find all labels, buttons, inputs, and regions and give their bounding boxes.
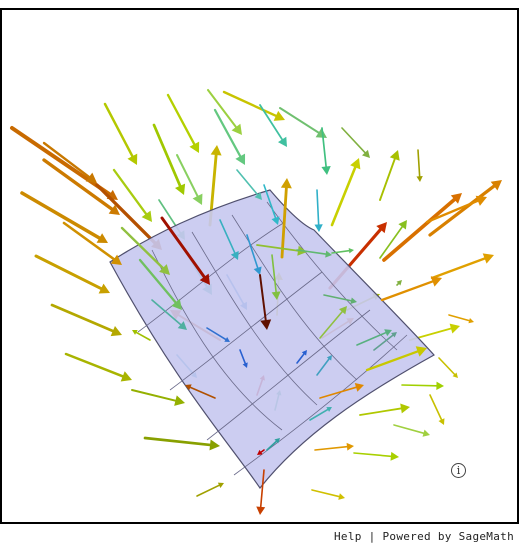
footer: Help | Powered by SageMath bbox=[334, 530, 514, 543]
vector-arrow bbox=[271, 254, 281, 300]
vector-arrow bbox=[213, 108, 246, 165]
vector-field-front-layer bbox=[20, 88, 487, 515]
vector-arrow bbox=[353, 451, 399, 461]
vector-arrow bbox=[438, 357, 458, 378]
vector-arrow bbox=[319, 382, 364, 399]
vector-arrow bbox=[416, 149, 423, 182]
vector-arrow bbox=[151, 299, 187, 330]
vector-arrow bbox=[382, 193, 462, 262]
vector-arrow bbox=[316, 355, 332, 376]
vector-arrow bbox=[219, 219, 239, 260]
vector-arrow bbox=[331, 247, 354, 254]
vector-arrow bbox=[176, 154, 203, 205]
vector-arrow bbox=[393, 424, 430, 437]
vector-arrow bbox=[206, 88, 242, 135]
vector-arrow bbox=[131, 389, 185, 406]
info-button[interactable]: i bbox=[451, 463, 466, 478]
vector-arrow bbox=[309, 407, 332, 421]
vector-arrow bbox=[401, 381, 444, 390]
vector-arrow bbox=[138, 258, 182, 310]
vector-arrow bbox=[64, 352, 132, 382]
vector-arrow bbox=[50, 303, 122, 337]
vector-arrow bbox=[311, 489, 345, 500]
vector-arrow bbox=[430, 253, 494, 280]
vector-arrow bbox=[365, 346, 427, 372]
vector-arrow bbox=[280, 178, 292, 259]
vector-arrow bbox=[112, 168, 152, 222]
vector-arrow bbox=[429, 394, 445, 425]
vector-arrow bbox=[341, 127, 370, 158]
powered-by-link[interactable]: Powered by SageMath bbox=[382, 530, 514, 543]
surface-sheet bbox=[109, 189, 435, 490]
vector-arrow bbox=[196, 482, 224, 497]
vector-arrow bbox=[206, 327, 230, 342]
vector-arrow bbox=[20, 191, 108, 243]
vector-arrow bbox=[132, 330, 151, 341]
vector-arrow bbox=[296, 249, 332, 258]
vector-arrow bbox=[42, 141, 97, 183]
vector-arrow bbox=[103, 102, 138, 165]
vector-arrow bbox=[160, 216, 210, 285]
vector-arrow bbox=[314, 442, 354, 451]
vector-arrow bbox=[279, 107, 327, 138]
vector-arrow bbox=[359, 403, 410, 416]
vector-arrow bbox=[166, 93, 200, 153]
3d-plot-viewer[interactable]: i bbox=[0, 8, 519, 524]
vector-arrow bbox=[236, 169, 262, 200]
vector-arrow bbox=[263, 184, 280, 225]
vector-arrow bbox=[222, 90, 285, 121]
vector-arrow bbox=[323, 294, 357, 305]
vector-arrow bbox=[257, 449, 265, 455]
vector-arrow bbox=[379, 220, 407, 259]
vector-arrow bbox=[239, 349, 248, 368]
vector-arrow bbox=[185, 384, 216, 399]
vector-arrow bbox=[428, 180, 502, 237]
vector-arrow bbox=[246, 234, 262, 275]
vector-arrow bbox=[379, 150, 400, 201]
vector-arrow bbox=[266, 438, 280, 451]
vector-arrow bbox=[330, 158, 361, 227]
vector-arrow bbox=[319, 306, 347, 339]
vector-arrow bbox=[314, 189, 323, 232]
help-link[interactable]: Help bbox=[333, 530, 362, 543]
vector-arrow bbox=[152, 123, 186, 195]
vector-arrow bbox=[120, 226, 170, 275]
vector-arrow bbox=[396, 280, 402, 286]
vector-arrow bbox=[42, 158, 120, 215]
vector-arrow bbox=[296, 350, 307, 364]
surface-patch bbox=[109, 189, 435, 490]
vector-arrow bbox=[256, 469, 266, 515]
vector-arrow bbox=[143, 436, 220, 451]
vector-arrow bbox=[373, 332, 397, 351]
vector-arrow bbox=[356, 329, 392, 346]
vector-arrow bbox=[62, 221, 122, 265]
vector-field-plot[interactable] bbox=[2, 10, 517, 522]
vector-arrow bbox=[259, 274, 272, 330]
vector-arrow bbox=[448, 314, 474, 324]
vector-arrow bbox=[321, 127, 331, 175]
vector-arrow bbox=[380, 276, 442, 302]
vector-arrow bbox=[425, 195, 487, 224]
footer-separator: | bbox=[361, 530, 383, 543]
vector-arrow bbox=[259, 104, 287, 147]
vector-arrow bbox=[34, 254, 110, 294]
